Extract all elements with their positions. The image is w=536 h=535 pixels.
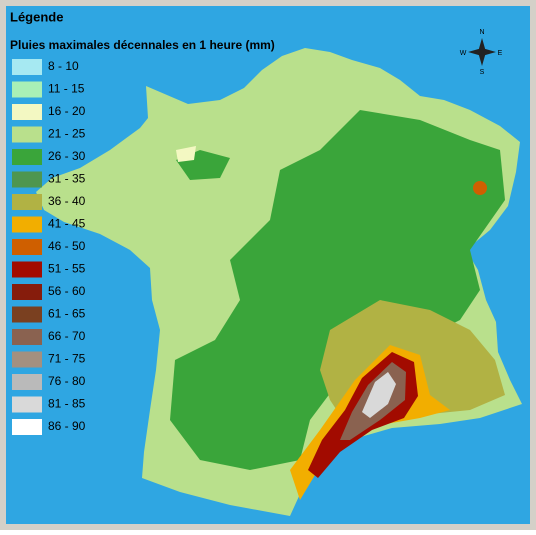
legend-label: 46 - 50 xyxy=(48,239,86,253)
legend-swatch xyxy=(12,59,42,75)
compass-needle xyxy=(468,38,496,66)
legend-label: 66 - 70 xyxy=(48,329,86,343)
green-zone xyxy=(170,110,505,470)
legend-swatch xyxy=(12,306,42,323)
legend-label: 31 - 35 xyxy=(48,172,86,186)
legend-swatch xyxy=(12,126,42,143)
legend-label: 21 - 25 xyxy=(48,127,86,141)
legend-label: 26 - 30 xyxy=(48,149,86,163)
legend: 8 - 10 11 - 15 16 - 20 21 - 25 26 - 30 31 - 3… xyxy=(12,59,86,435)
legend-swatch xyxy=(12,329,42,345)
compass-w: W xyxy=(460,50,467,57)
legend-label: 41 - 45 xyxy=(48,217,86,231)
legend-label: 61 - 65 xyxy=(48,307,86,321)
legend-swatch xyxy=(12,351,42,368)
legend-swatch xyxy=(12,216,42,233)
pale-patch xyxy=(176,146,196,162)
legend-label: 51 - 55 xyxy=(48,262,86,276)
legend-swatch xyxy=(12,396,42,413)
legend-swatch xyxy=(12,284,42,300)
legend-swatch xyxy=(12,104,42,120)
legend-swatch xyxy=(12,171,42,188)
legend-swatch xyxy=(12,194,42,210)
legend-swatch xyxy=(12,419,42,435)
compass-s: S xyxy=(480,69,485,76)
legend-label: 86 - 90 xyxy=(48,419,86,433)
hot-spot xyxy=(473,181,487,195)
legend-swatch xyxy=(12,239,42,255)
legend-swatch xyxy=(12,374,42,390)
legend-label: 36 - 40 xyxy=(48,194,86,208)
legend-swatch xyxy=(12,81,42,98)
compass-e: E xyxy=(498,50,503,57)
legend-label: 11 - 15 xyxy=(48,82,85,96)
legend-label: 16 - 20 xyxy=(48,104,86,118)
france-map xyxy=(36,48,522,516)
legend-label: 8 - 10 xyxy=(48,59,79,73)
legend-title: Légende xyxy=(10,9,63,24)
compass-n: N xyxy=(479,29,484,36)
legend-swatch xyxy=(12,149,42,165)
legend-subtitle: Pluies maximales décennales en 1 heure (… xyxy=(10,38,275,52)
legend-label: 71 - 75 xyxy=(48,352,86,366)
legend-label: 81 - 85 xyxy=(48,397,86,411)
legend-label: 76 - 80 xyxy=(48,374,86,388)
legend-swatch xyxy=(12,261,42,278)
compass-rose: N S E W xyxy=(460,29,503,76)
peak-zone xyxy=(362,372,396,418)
legend-label: 56 - 60 xyxy=(48,284,86,298)
